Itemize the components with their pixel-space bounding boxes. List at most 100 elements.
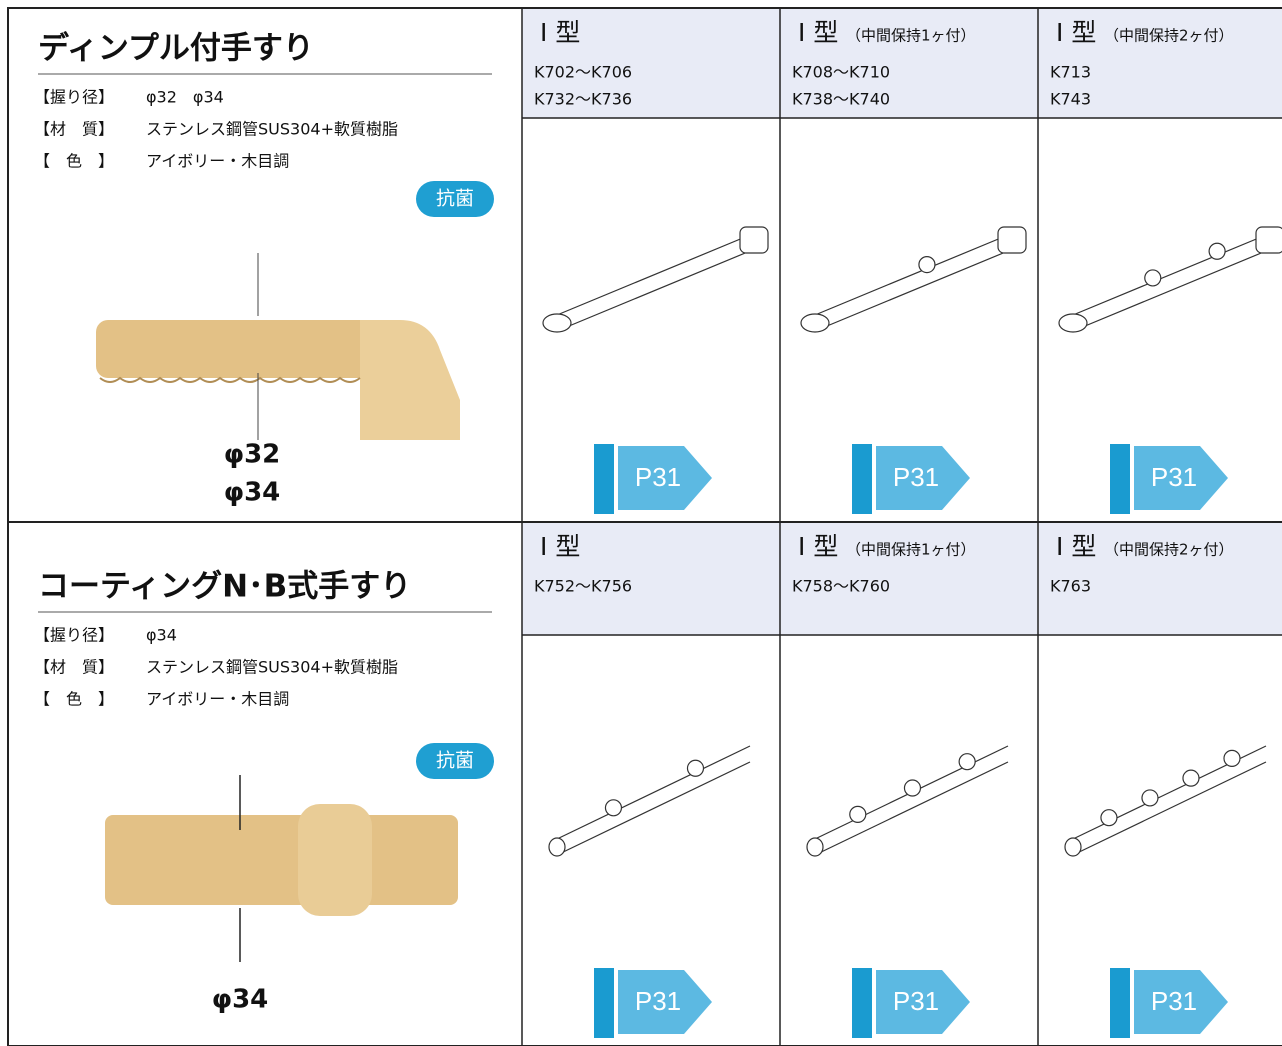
spec-value: ステンレス鋼管SUS304+軟質樹脂 bbox=[146, 658, 398, 677]
model-code: K763 bbox=[1050, 577, 1091, 596]
model-code: K738～K740 bbox=[792, 90, 890, 109]
model-code: K758～K760 bbox=[792, 577, 890, 596]
model-code: K743 bbox=[1050, 90, 1091, 109]
model-code: K752～K756 bbox=[534, 577, 632, 596]
link-arrow[interactable] bbox=[876, 446, 970, 510]
page-link[interactable]: P31 bbox=[893, 462, 939, 492]
model-code: K732～K736 bbox=[534, 90, 632, 109]
rail-line bbox=[814, 250, 1009, 332]
section-title: ディンプル付手すり bbox=[38, 31, 314, 67]
holder bbox=[903, 779, 922, 797]
holder bbox=[1141, 789, 1159, 807]
holder bbox=[1208, 242, 1226, 260]
page-link[interactable]: P31 bbox=[1151, 986, 1197, 1016]
link-bar bbox=[594, 444, 614, 514]
rail-bracket bbox=[739, 226, 769, 254]
product-type: I 型 bbox=[1056, 18, 1096, 47]
link-bar bbox=[594, 968, 614, 1038]
dimple-edge bbox=[99, 376, 361, 383]
spec-label: 【握り径】 bbox=[34, 88, 114, 107]
page-link[interactable]: P31 bbox=[635, 462, 681, 492]
holder bbox=[686, 759, 705, 777]
product-note: （中間保持1ヶ付） bbox=[846, 541, 976, 559]
rail-end bbox=[806, 837, 824, 857]
rail-end bbox=[800, 313, 830, 333]
rail-bracket bbox=[997, 226, 1027, 254]
rail-line bbox=[556, 234, 751, 316]
spec-label: 【材 質】 bbox=[34, 120, 114, 139]
holder bbox=[604, 799, 623, 817]
product-type: I 型 bbox=[540, 532, 580, 561]
product-type: I 型 bbox=[798, 532, 838, 561]
holder bbox=[958, 753, 976, 771]
link-bar bbox=[1110, 968, 1130, 1038]
rail-collar bbox=[298, 804, 372, 916]
badge-bg bbox=[416, 743, 494, 779]
product-note: （中間保持2ヶ付） bbox=[1104, 27, 1234, 45]
product-type: I 型 bbox=[798, 18, 838, 47]
product-sketch bbox=[806, 745, 1009, 857]
product-sketch bbox=[800, 226, 1027, 333]
rail-line bbox=[1072, 234, 1267, 316]
product-sketch bbox=[542, 226, 769, 333]
model-code: K708～K710 bbox=[792, 63, 890, 82]
rail-end bbox=[542, 313, 572, 333]
spec-value: ステンレス鋼管SUS304+軟質樹脂 bbox=[146, 120, 398, 139]
product-sketch bbox=[1058, 226, 1282, 333]
holder bbox=[1182, 769, 1200, 787]
section-frame bbox=[7, 521, 1282, 1046]
spec-label: 【 色 】 bbox=[34, 152, 114, 171]
product-type: I 型 bbox=[540, 18, 580, 47]
rail-bracket bbox=[360, 320, 460, 440]
holder bbox=[849, 805, 867, 823]
dimension-label: φ32 bbox=[224, 440, 281, 470]
link-bar bbox=[1110, 444, 1130, 514]
link-arrow[interactable] bbox=[618, 970, 712, 1034]
link-arrow[interactable] bbox=[1134, 446, 1228, 510]
dimension-label: φ34 bbox=[212, 985, 269, 1015]
badge: 抗菌 bbox=[436, 750, 474, 772]
spec-value: φ32 φ34 bbox=[146, 88, 224, 107]
spec-value: φ34 bbox=[146, 626, 177, 645]
page-link[interactable]: P31 bbox=[1151, 462, 1197, 492]
header-band bbox=[522, 8, 1282, 118]
holder bbox=[1223, 749, 1241, 767]
rail-line bbox=[1072, 250, 1267, 332]
spec-label: 【 色 】 bbox=[34, 690, 114, 709]
rail-line bbox=[1072, 761, 1267, 856]
model-code: K713 bbox=[1050, 63, 1091, 82]
rail-end bbox=[1058, 313, 1088, 333]
rail-line bbox=[814, 761, 1009, 856]
rail-line bbox=[814, 234, 1009, 316]
rail bbox=[105, 815, 458, 905]
rail-line bbox=[556, 745, 751, 840]
holder bbox=[918, 256, 936, 274]
header-band bbox=[522, 522, 1282, 635]
spec-label: 【材 質】 bbox=[34, 658, 114, 677]
product-sketch bbox=[548, 745, 751, 857]
link-arrow[interactable] bbox=[1134, 970, 1228, 1034]
link-bar bbox=[852, 968, 872, 1038]
product-note: （中間保持2ヶ付） bbox=[1104, 541, 1234, 559]
page-link[interactable]: P31 bbox=[893, 986, 939, 1016]
rail-bracket bbox=[1255, 226, 1282, 254]
link-arrow[interactable] bbox=[876, 970, 970, 1034]
badge: 抗菌 bbox=[436, 188, 474, 210]
spec-value: アイボリー・木目調 bbox=[146, 690, 289, 709]
rail bbox=[96, 320, 386, 378]
holder bbox=[1100, 809, 1118, 827]
rail-end bbox=[548, 837, 566, 857]
rail-line bbox=[556, 250, 751, 332]
rail-end bbox=[1064, 837, 1082, 857]
spec-label: 【握り径】 bbox=[34, 626, 114, 645]
page-link[interactable]: P31 bbox=[635, 986, 681, 1016]
dimension-label: φ34 bbox=[224, 478, 281, 508]
link-bar bbox=[852, 444, 872, 514]
link-arrow[interactable] bbox=[618, 446, 712, 510]
model-code: K702～K706 bbox=[534, 63, 632, 82]
rail-line bbox=[556, 761, 751, 856]
product-note: （中間保持1ヶ付） bbox=[846, 27, 976, 45]
product-type: I 型 bbox=[1056, 532, 1096, 561]
product-sketch bbox=[1064, 745, 1267, 857]
section-title: コーティングN･B式手すり bbox=[38, 569, 411, 605]
